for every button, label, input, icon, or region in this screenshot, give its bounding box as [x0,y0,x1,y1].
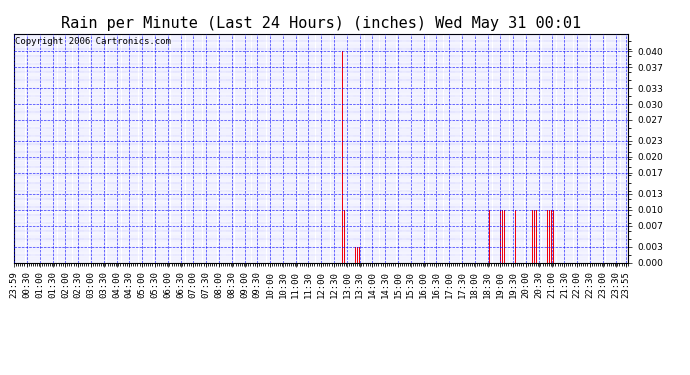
Title: Rain per Minute (Last 24 Hours) (inches) Wed May 31 00:01: Rain per Minute (Last 24 Hours) (inches)… [61,16,581,31]
Text: Copyright 2006 Cartronics.com: Copyright 2006 Cartronics.com [15,37,171,46]
